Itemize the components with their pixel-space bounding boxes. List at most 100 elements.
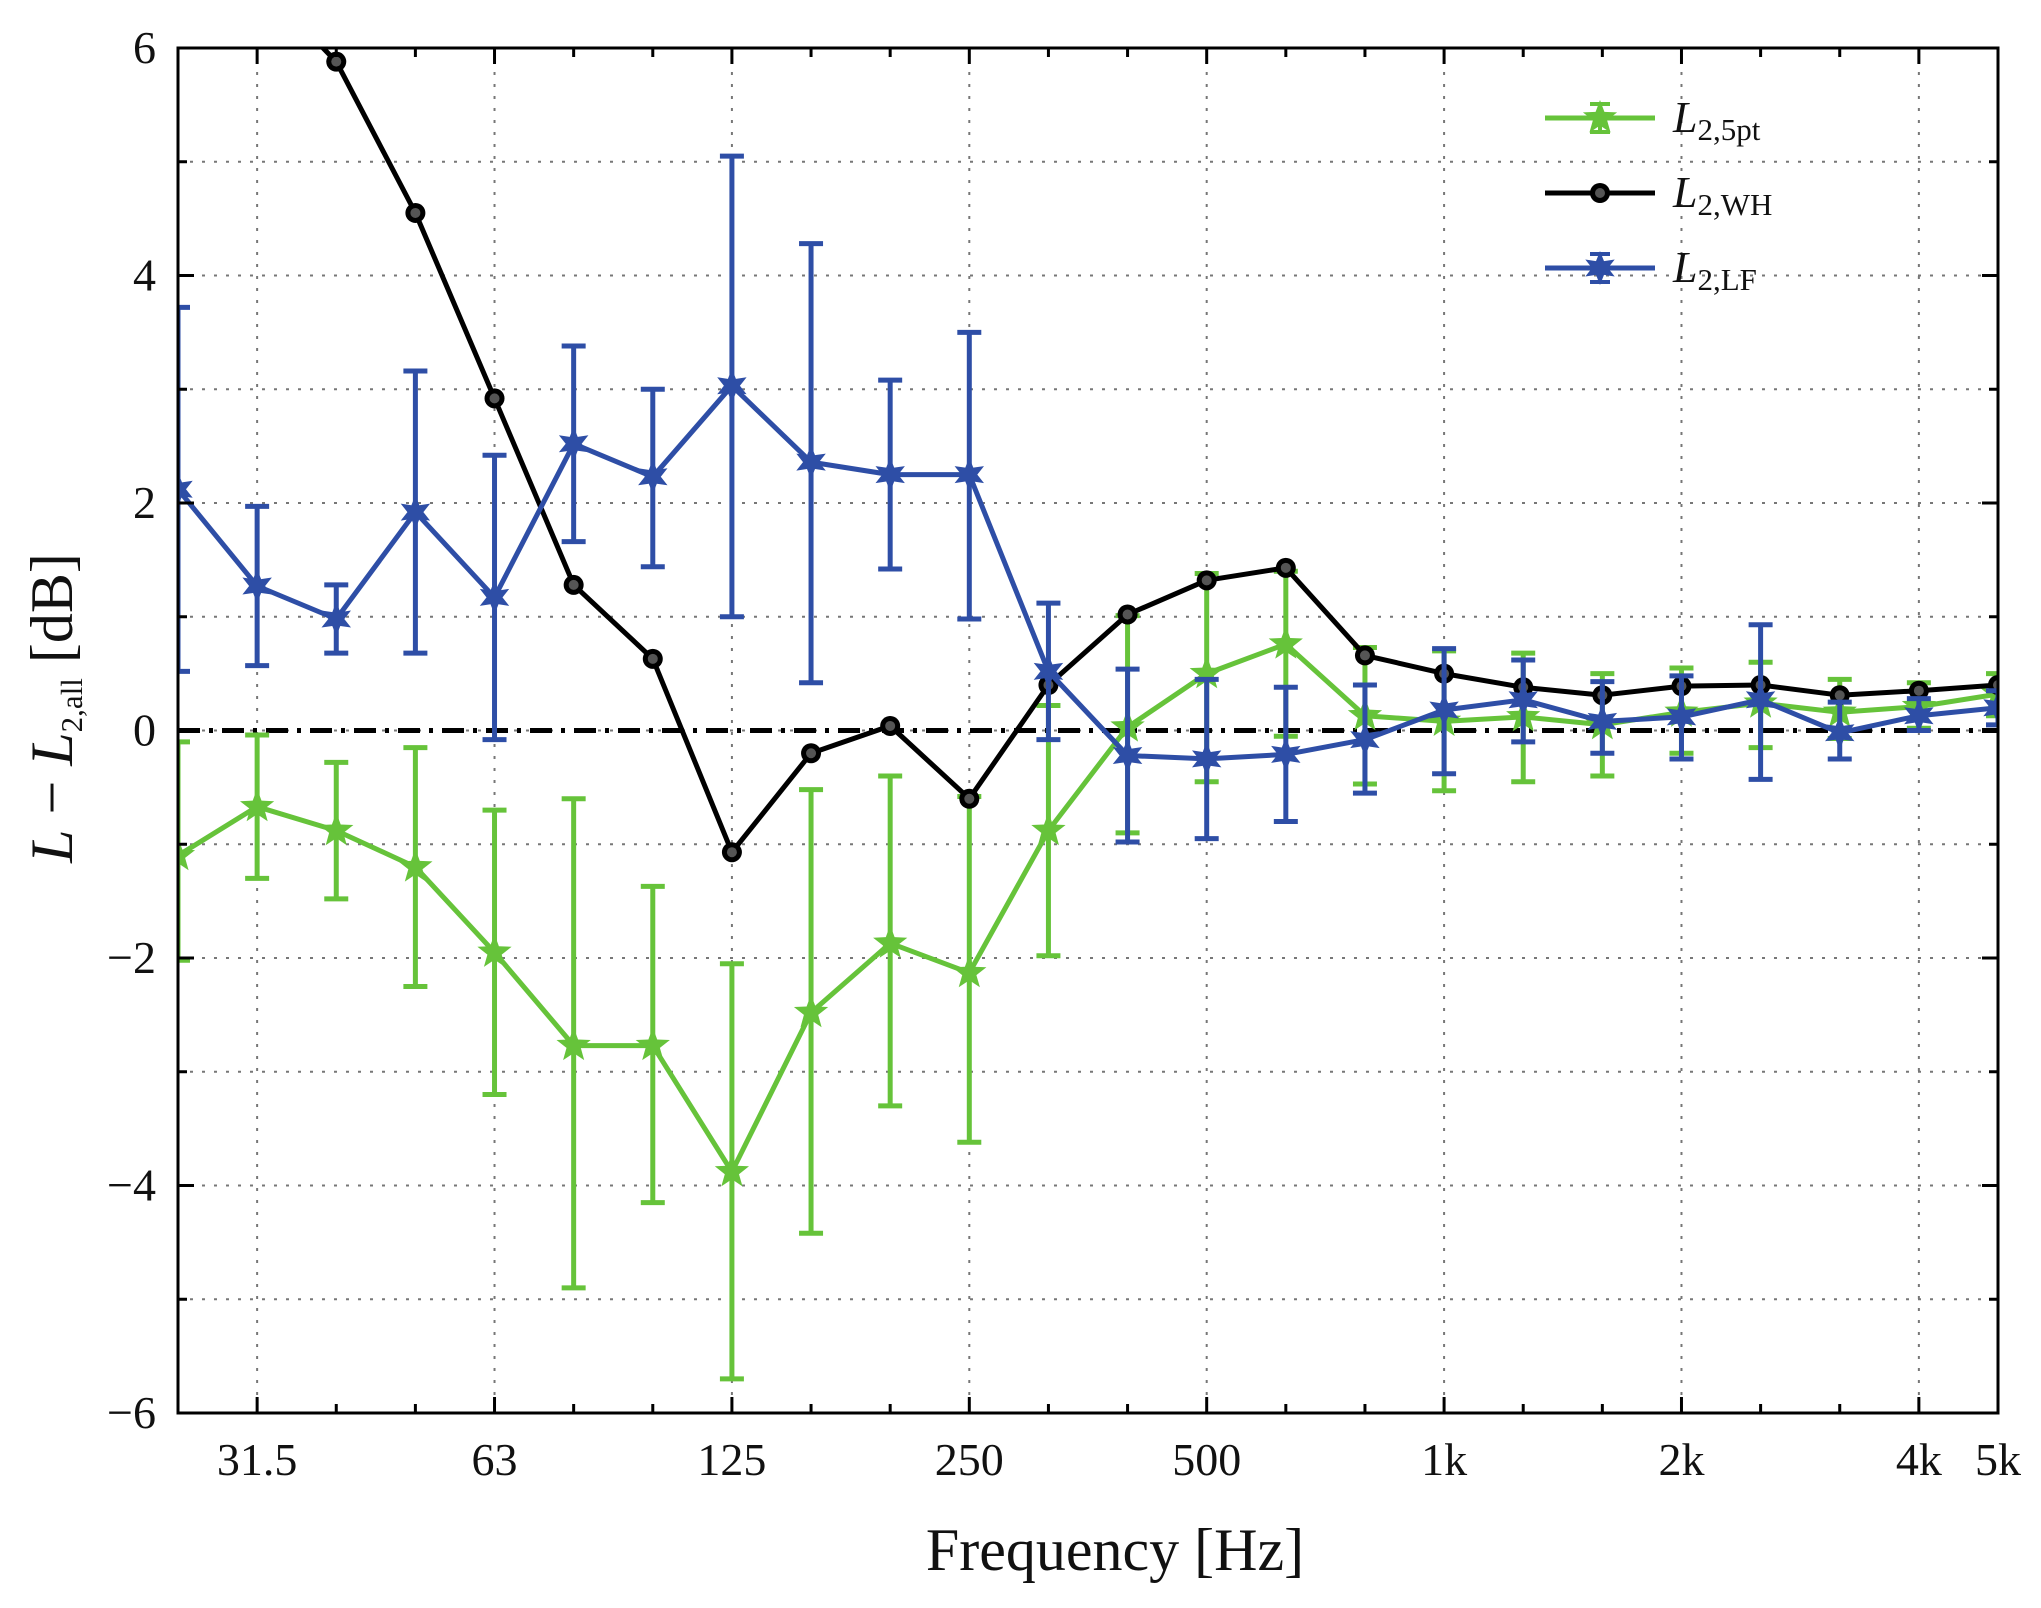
data-point-center <box>647 653 658 664</box>
data-point <box>240 788 275 822</box>
legend-label: L2,LF <box>1672 243 1757 297</box>
data-point <box>1508 682 1538 717</box>
legend-marker <box>1585 251 1615 285</box>
data-point <box>242 569 272 603</box>
y-axis-title-number: 2 <box>54 717 89 733</box>
data-point-center <box>1201 575 1212 586</box>
data-point <box>1268 626 1303 659</box>
data-point-center <box>568 579 579 590</box>
data-point-center <box>1913 685 1924 696</box>
data-point <box>638 459 668 494</box>
y-tick-label: 6 <box>133 22 156 73</box>
data-point <box>875 457 905 492</box>
legend-label: L2,5pt <box>1672 93 1761 147</box>
data-point <box>1033 654 1064 689</box>
data-point-center <box>726 847 737 858</box>
legend-entry: L2,5pt <box>1545 93 1761 147</box>
data-point-center <box>1834 690 1845 701</box>
data-point <box>319 812 354 846</box>
data-point <box>1904 698 1934 733</box>
data-point <box>873 925 908 958</box>
data-point <box>793 994 829 1028</box>
legend-label-subscript: 2,5pt <box>1697 112 1760 147</box>
data-point <box>1587 704 1618 739</box>
y-tick-label: −2 <box>107 932 156 983</box>
data-point-center <box>1122 609 1133 620</box>
data-point <box>400 495 431 530</box>
y-tick-label: 2 <box>133 477 156 528</box>
series-line <box>319 48 1998 855</box>
plot-frame <box>176 46 2000 1415</box>
data-point <box>321 602 351 636</box>
data-point-center <box>964 793 975 804</box>
data-point <box>479 580 510 615</box>
legend-marker <box>1582 100 1618 133</box>
x-tick-label: 125 <box>697 1434 766 1485</box>
series-clip-group <box>178 48 1998 1382</box>
data-point-center <box>806 748 817 759</box>
legend-entry: L2,LF <box>1545 243 1757 297</box>
data-point <box>1825 715 1855 750</box>
x-tick-label: 5k <box>1975 1434 2021 1485</box>
data-point <box>1429 693 1459 727</box>
data-point <box>635 1027 670 1061</box>
x-tick-label: 1k <box>1421 1434 1467 1485</box>
y-axis-title-unit: [dB] <box>19 553 85 678</box>
data-point <box>1271 737 1301 772</box>
legend-label-subscript: 2,WH <box>1697 187 1772 222</box>
x-tick-label: 500 <box>1172 1434 1241 1485</box>
axes-layer: −6 −4 −2 0 2 4 6 31.5 63 125 250 500 1k 2k 4k 5k <box>107 22 2021 1485</box>
data-point-center <box>1359 650 1370 661</box>
y-axis-title-symbol: L <box>19 732 85 766</box>
legend-label-symbol: L <box>1672 93 1697 142</box>
legend-entry: L2,WH <box>1545 168 1772 222</box>
x-tick-label: 31.5 <box>217 1434 298 1485</box>
x-tick-label: 250 <box>935 1434 1004 1485</box>
data-point <box>952 954 987 988</box>
series-l2-lf <box>178 153 1998 845</box>
legend-label-subscript: 2,LF <box>1697 262 1756 297</box>
legend-label-symbol: L <box>1672 243 1697 292</box>
data-point-center <box>1280 562 1291 573</box>
data-point <box>717 368 747 403</box>
y-axis-title-subscript: ,all <box>54 678 89 717</box>
data-point <box>556 1027 591 1061</box>
y-tick-label: −4 <box>107 1160 156 1211</box>
data-point-center <box>489 393 500 404</box>
y-tick-label: −6 <box>107 1387 156 1438</box>
x-tick-label: 4k <box>1896 1434 1942 1485</box>
y-tick-label: 0 <box>133 705 156 756</box>
data-point <box>796 445 826 480</box>
x-tick-label: 63 <box>472 1434 518 1485</box>
data-point <box>178 837 196 871</box>
data-point <box>1666 699 1697 734</box>
x-axis-title: Frequency [Hz] <box>926 1517 1304 1583</box>
data-point-center <box>410 207 421 218</box>
data-point <box>558 426 589 461</box>
data-point <box>1983 690 1998 725</box>
data-point <box>1031 812 1066 846</box>
y-axis-title-minus: − <box>19 766 85 830</box>
y-axis-title: L − L2,all [dB] <box>19 553 89 864</box>
legend-label-symbol: L <box>1672 168 1697 217</box>
data-point <box>398 849 433 882</box>
data-point <box>1112 738 1143 773</box>
data-point <box>1745 682 1776 717</box>
series-line <box>178 383 1998 762</box>
legend-label: L2,WH <box>1672 168 1772 222</box>
series-line <box>178 641 1998 1175</box>
data-point <box>1350 722 1380 757</box>
y-tick-label: 4 <box>133 250 156 301</box>
data-point <box>1189 655 1224 689</box>
data-point <box>1192 741 1222 776</box>
data-point <box>477 934 512 967</box>
data-point <box>178 472 193 507</box>
data-point-center <box>885 720 896 731</box>
legend-marker-center <box>1595 188 1605 198</box>
series-layer <box>178 48 1998 1382</box>
data-point <box>714 1153 749 1187</box>
y-axis-title-prefix: L <box>19 830 85 864</box>
